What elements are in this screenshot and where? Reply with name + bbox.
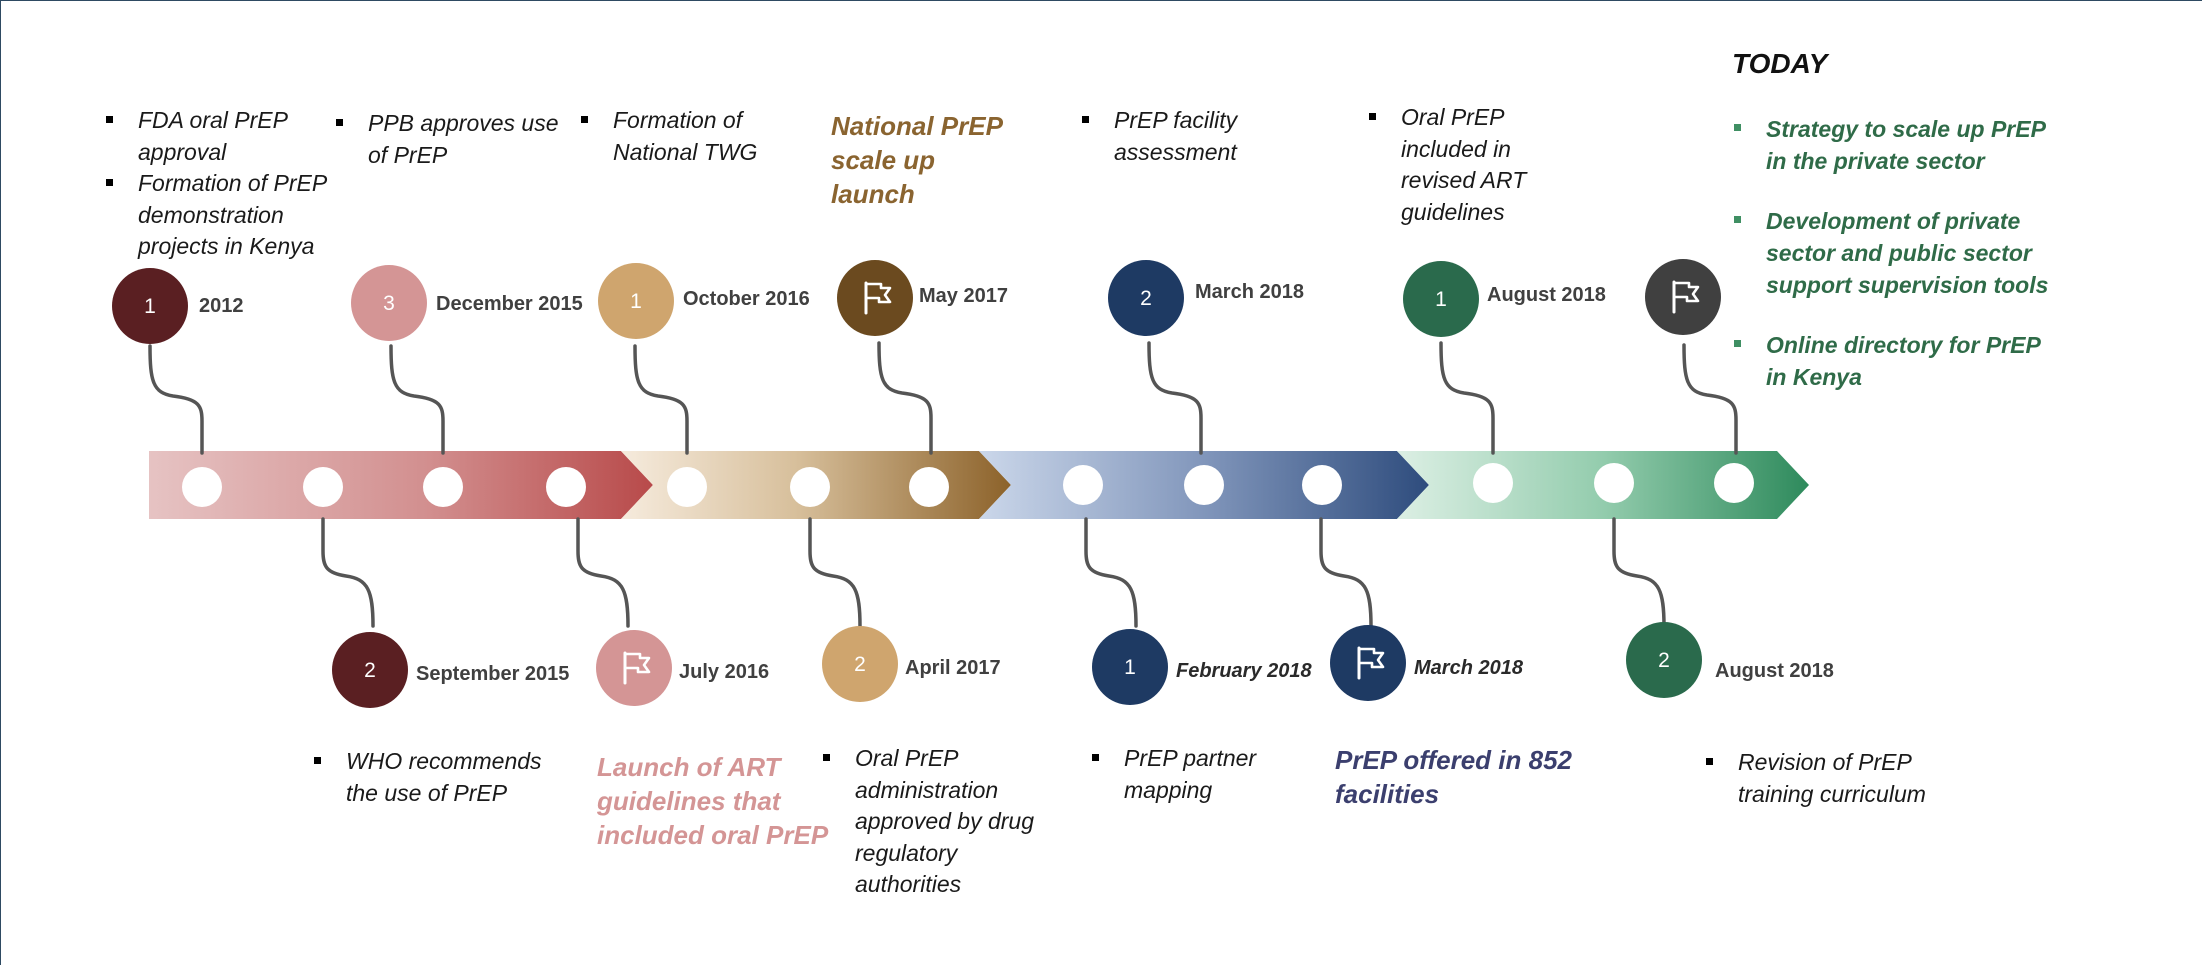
headline-jul2016: Launch of ART guidelines that included o…: [597, 752, 829, 850]
today-label: TODAY: [1732, 48, 1828, 79]
list-item: PrEP partner mapping: [1092, 743, 1312, 806]
marker-aug2018a: [1403, 261, 1479, 337]
connector-sep2015: [321, 517, 375, 628]
connector-dec2015: [389, 344, 445, 455]
marker-number: 3: [383, 292, 395, 315]
date-mar2018a: March 2018: [1195, 281, 1304, 303]
desc-sep2015: WHO recommends the use of PrEP: [314, 746, 574, 809]
connector-mar2018a: [1147, 341, 1203, 455]
list-item: PrEP facility assessment: [1082, 105, 1302, 168]
desc-dec2015: PPB approves use of PrEP: [336, 108, 571, 171]
date-mar2018b: March 2018: [1414, 657, 1523, 679]
date-sep2015: September 2015: [416, 663, 570, 685]
desc-aug2018b: Revision of PrEP training curriculum: [1706, 747, 1966, 810]
list-item: Formation of National TWG: [581, 105, 781, 168]
marker-aug2018b: [1626, 622, 1702, 698]
desc-apr2017: Oral PrEP administration approved by dru…: [823, 743, 1053, 901]
date-may2017: May 2017: [919, 285, 1008, 307]
date-aug2018a: August 2018: [1487, 284, 1606, 306]
marker-number: 2: [854, 653, 866, 676]
date-oct2016: October 2016: [683, 288, 810, 310]
desc-2012: FDA oral PrEP approval Formation of PrEP…: [106, 105, 346, 263]
desc-aug2018a: Oral PrEP included in revised ART guidel…: [1369, 102, 1539, 228]
list-item: FDA oral PrEP approval: [106, 105, 346, 168]
band-dot: [909, 467, 949, 507]
marker-feb2018: [1092, 629, 1168, 705]
connector-apr2017: [808, 517, 862, 628]
marker-oct2016: [598, 263, 674, 339]
connector-feb2018: [1084, 517, 1138, 628]
list-item: Development of private sector and public…: [1734, 205, 2064, 301]
list-item: Online directory for PrEP in Kenya: [1734, 329, 2064, 393]
date-feb2018: February 2018: [1176, 660, 1312, 682]
date-apr2017: April 2017: [905, 657, 1001, 679]
marker-mar2018a: [1108, 260, 1184, 336]
marker-number: 2: [1140, 287, 1152, 310]
headline-may2017: National PrEP scale up launch: [831, 111, 1002, 209]
date-jul2016: July 2016: [679, 661, 770, 683]
date-2012: 2012: [199, 295, 244, 317]
band-dot: [667, 467, 707, 507]
list-item: WHO recommends the use of PrEP: [314, 746, 574, 809]
list-item: Revision of PrEP training curriculum: [1706, 747, 1966, 810]
marker-number: 1: [1124, 656, 1136, 679]
marker-number: 1: [144, 295, 156, 318]
band-dot: [1302, 465, 1342, 505]
band-dot: [1184, 465, 1224, 505]
marker-dec2015: [351, 265, 427, 341]
connector-aug2018a: [1439, 341, 1495, 455]
list-item: Oral PrEP administration approved by dru…: [823, 743, 1053, 901]
desc-oct2016: Formation of National TWG: [581, 105, 781, 168]
connector-aug2018b: [1612, 517, 1666, 628]
band-dot: [423, 467, 463, 507]
marker-2012: [112, 268, 188, 344]
connector-today: [1682, 343, 1738, 455]
band-dot: [790, 467, 830, 507]
list-item: PPB approves use of PrEP: [336, 108, 571, 171]
desc-mar2018a: PrEP facility assessment: [1082, 105, 1302, 168]
band-dot: [1594, 463, 1634, 503]
date-aug2018b: August 2018: [1715, 660, 1834, 682]
headline-mar2018b: PrEP offered in 852 facilities: [1335, 745, 1572, 809]
timeline-segment-1: [149, 451, 653, 519]
list-item: Oral PrEP included in revised ART guidel…: [1369, 102, 1539, 228]
marker-number: 1: [1435, 288, 1447, 311]
connector-may2017: [877, 341, 933, 455]
connector-oct2016: [633, 344, 689, 455]
band-dot: [303, 467, 343, 507]
band-dot: [546, 467, 586, 507]
list-item: Formation of PrEP demonstration projects…: [106, 168, 346, 263]
connector-mar2018b: [1319, 517, 1373, 628]
band-dot: [182, 467, 222, 507]
desc-feb2018: PrEP partner mapping: [1092, 743, 1312, 806]
list-item: Strategy to scale up PrEP in the private…: [1734, 113, 2064, 177]
band-dot: [1473, 463, 1513, 503]
connector-2012: [148, 344, 204, 455]
marker-apr2017: [822, 626, 898, 702]
connector-jul2016: [576, 517, 630, 628]
marker-number: 2: [1658, 649, 1670, 672]
marker-number: 1: [630, 290, 642, 313]
desc-today: Strategy to scale up PrEP in the private…: [1734, 113, 2064, 421]
band-dot: [1714, 463, 1754, 503]
marker-number: 2: [364, 659, 376, 682]
band-dot: [1063, 465, 1103, 505]
date-dec2015: December 2015: [436, 293, 583, 315]
marker-sep2015: [332, 632, 408, 708]
